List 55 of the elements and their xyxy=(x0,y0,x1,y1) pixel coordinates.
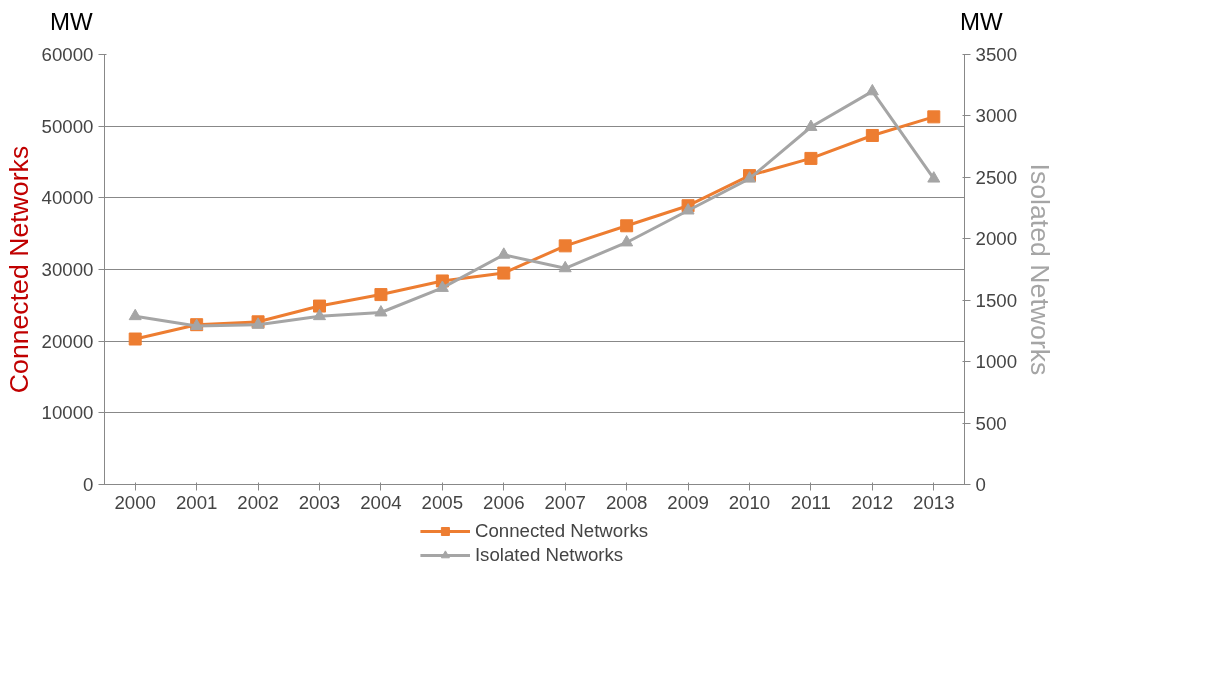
point xyxy=(313,299,326,313)
point xyxy=(435,280,449,292)
x-tick-label: 2012 xyxy=(851,491,894,513)
x-tick-label: 2013 xyxy=(913,491,955,513)
point xyxy=(558,239,572,253)
point xyxy=(620,219,634,233)
point xyxy=(681,203,695,215)
y-axis-title: Connected Networks xyxy=(3,145,34,394)
y2-tick-label: 0 xyxy=(975,474,986,495)
y2-tick-label: 2500 xyxy=(975,166,1018,188)
y-tick-label: 50000 xyxy=(41,115,94,137)
x-tick-label: 2006 xyxy=(483,491,525,513)
point xyxy=(927,171,941,183)
x-tick-label: 2009 xyxy=(667,491,709,513)
x-tick-label: 2002 xyxy=(237,491,279,513)
point xyxy=(374,305,388,317)
x-tick-label: 2003 xyxy=(298,491,341,513)
y2-tick-label: 3000 xyxy=(975,105,1018,127)
y-tick-label: 40000 xyxy=(41,187,94,209)
x-tick-label: 2007 xyxy=(544,491,586,513)
y-tick-label: 20000 xyxy=(41,330,94,352)
x-tick-label: 2001 xyxy=(175,491,218,513)
y2-tick-label: 3500 xyxy=(975,44,1018,65)
y2-tick-label: 1500 xyxy=(975,289,1018,311)
y-tick-label: 30000 xyxy=(41,259,94,280)
legend-label: Connected Networks xyxy=(474,520,649,542)
y2-tick-label: 2000 xyxy=(975,228,1018,250)
point xyxy=(374,288,388,302)
y2-tick-label: 1000 xyxy=(975,351,1018,373)
y2-tick-label: 500 xyxy=(975,412,1007,434)
x-tick-label: 2010 xyxy=(728,491,771,513)
point xyxy=(865,83,879,96)
text: MW xyxy=(50,7,93,37)
x-tick-label: 2005 xyxy=(421,491,464,513)
point xyxy=(128,308,142,321)
point xyxy=(128,332,142,346)
point xyxy=(865,128,879,142)
point xyxy=(620,235,634,247)
legend-label: Isolated Networks xyxy=(474,544,624,566)
x-tick-label: 2011 xyxy=(790,491,831,513)
point xyxy=(313,308,326,321)
point xyxy=(804,151,818,165)
point xyxy=(497,266,511,280)
y-tick-label: 0 xyxy=(83,474,94,495)
text: MW xyxy=(960,7,1003,37)
point xyxy=(497,247,511,259)
y-tick-label: 60000 xyxy=(41,44,94,65)
x-tick-label: 2000 xyxy=(114,491,156,513)
y2-axis-title: Isolated Networks xyxy=(1025,163,1055,376)
point xyxy=(927,110,941,124)
x-tick-label: 2004 xyxy=(360,491,402,513)
y-tick-label: 10000 xyxy=(41,402,94,424)
point xyxy=(558,260,572,273)
x-tick-label: 2008 xyxy=(605,491,648,513)
point xyxy=(804,119,818,131)
